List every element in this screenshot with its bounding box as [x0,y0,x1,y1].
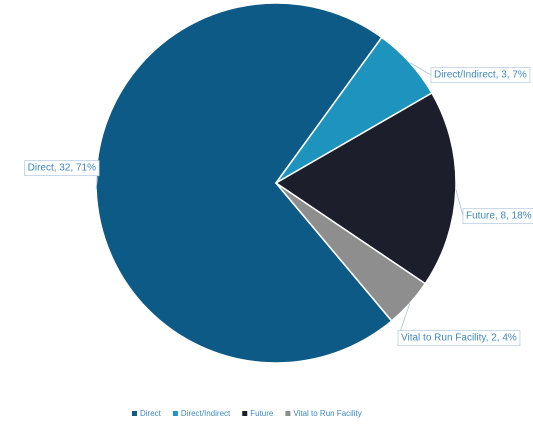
data-label-text-future: Future, 8, 18% [466,211,532,222]
legend-item-vital-to-run-facility: Vital to Run Facility [285,409,362,418]
legend-swatch-direct-indirect [172,411,178,416]
legend: Direct Direct/Indirect Future Vital to Run … [132,409,362,418]
legend-label-direct: Direct [140,409,162,418]
legend-label-future: Future [250,409,274,418]
data-label-direct-indirect: Direct/Indirect, 3, 7% [430,67,531,84]
data-label-box-vital-to-run-facility [397,330,521,347]
data-label-box-future [462,208,533,225]
legend-item-future: Future [242,409,274,418]
leader-line-direct-indirect [409,62,432,76]
data-label-future: Future, 8, 18% [462,208,533,225]
legend-swatch-vital-to-run-facility [285,411,291,416]
data-label-box-direct [24,160,100,177]
data-label-text-direct-indirect: Direct/Indirect, 3, 7% [434,70,527,81]
legend-item-direct: Direct [132,409,162,418]
legend-swatch-future [242,411,248,416]
data-label-text-vital-to-run-facility: Vital to Run Facility, 2, 4% [401,333,517,344]
data-label-direct: Direct, 32, 71% [24,160,100,177]
data-label-text-direct: Direct, 32, 71% [28,163,96,174]
leader-line-future [455,189,464,217]
legend-item-direct-indirect: Direct/Indirect [172,409,231,418]
legend-label-direct-indirect: Direct/Indirect [181,409,231,418]
data-label-vital-to-run-facility: Vital to Run Facility, 2, 4% [397,330,521,347]
pie-slice-direct [95,2,393,364]
legend-label-vital-to-run-facility: Vital to Run Facility [293,409,361,418]
data-label-box-direct-indirect [430,67,531,84]
pie-slice-vital-to-run-facility [275,182,427,322]
legend-swatch-direct [132,411,137,416]
